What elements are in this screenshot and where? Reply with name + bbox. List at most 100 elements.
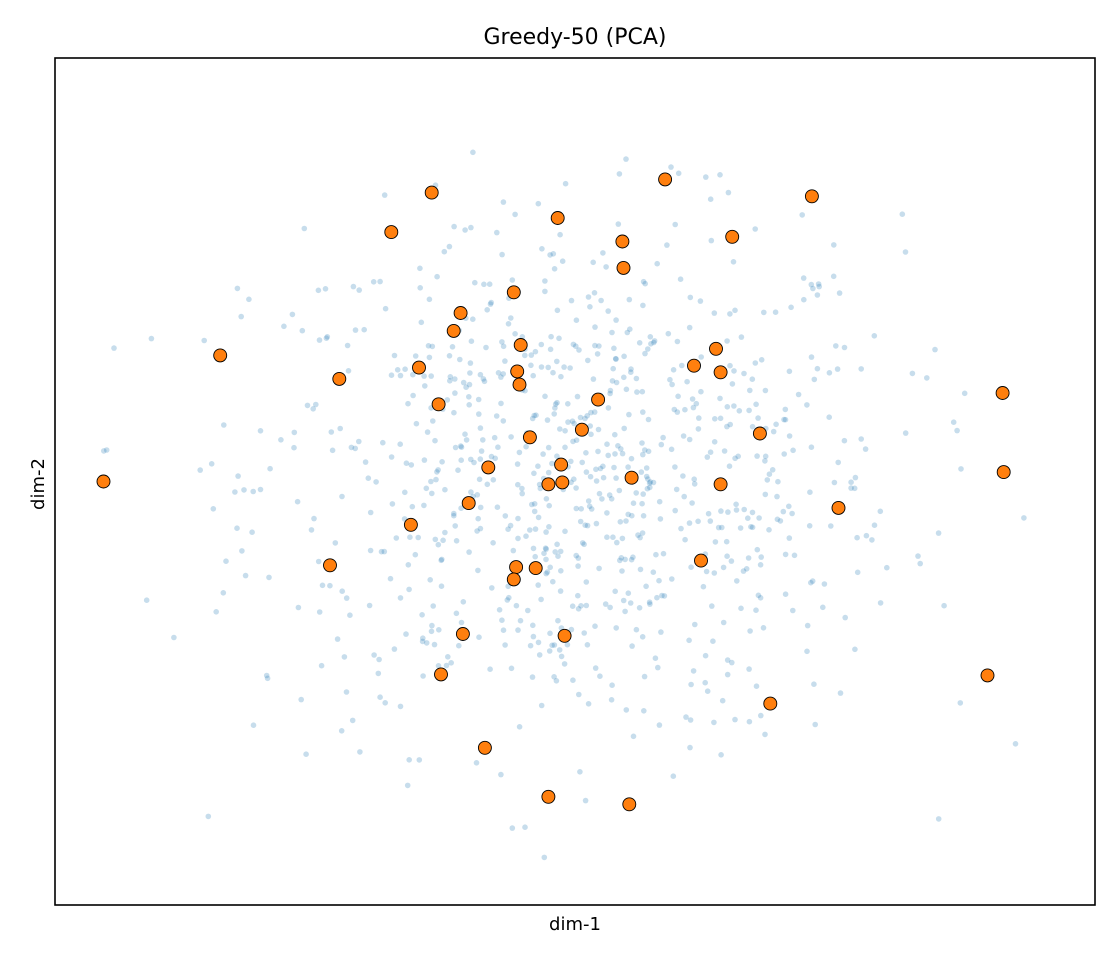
background-point: [540, 451, 546, 457]
background-point: [554, 541, 560, 548]
background-point: [695, 518, 701, 525]
background-point: [672, 464, 678, 470]
background-point: [429, 490, 435, 497]
background-point: [585, 357, 591, 364]
background-point: [732, 455, 738, 462]
background-point: [782, 551, 789, 558]
background-point: [539, 246, 545, 252]
selected-point: [541, 477, 556, 492]
background-point: [852, 646, 858, 653]
background-point: [719, 524, 725, 531]
background-point: [747, 387, 753, 394]
background-point: [758, 554, 764, 560]
background-point: [724, 404, 731, 410]
background-point: [498, 400, 504, 407]
background-point: [528, 362, 534, 369]
selected-point: [446, 323, 461, 338]
background-point: [571, 476, 577, 483]
background-point: [456, 642, 462, 649]
background-point: [242, 572, 249, 579]
background-point: [902, 249, 909, 255]
background-point: [762, 491, 769, 498]
background-point: [810, 285, 816, 292]
selected-point: [804, 189, 819, 204]
background-point: [621, 353, 627, 360]
background-point: [786, 503, 792, 510]
background-point: [508, 315, 514, 321]
background-point: [208, 461, 215, 467]
background-point: [525, 607, 531, 614]
background-point: [250, 488, 256, 495]
selected-point: [615, 234, 630, 249]
background-point: [530, 622, 536, 629]
background-point: [522, 824, 528, 830]
background-point: [682, 536, 688, 543]
background-point: [428, 478, 434, 485]
background-point: [547, 252, 553, 258]
background-point: [756, 515, 762, 521]
background-point: [620, 597, 627, 604]
background-point: [516, 724, 523, 730]
background-point: [551, 642, 558, 648]
background-point: [557, 231, 563, 238]
background-point: [647, 479, 654, 485]
background-point: [473, 760, 480, 766]
background-point: [899, 211, 906, 217]
background-point: [733, 507, 740, 513]
background-point: [616, 171, 623, 177]
selected-point: [752, 426, 767, 441]
background-point: [550, 578, 556, 585]
background-point: [201, 337, 207, 344]
background-point: [378, 548, 385, 555]
background-point: [348, 444, 355, 451]
background-point: [557, 548, 564, 555]
selected-point: [996, 465, 1011, 480]
background-point: [637, 566, 644, 573]
background-point: [602, 601, 609, 607]
background-point: [598, 297, 604, 304]
background-point: [453, 538, 460, 544]
background-point: [1012, 741, 1019, 747]
background-point: [502, 513, 509, 519]
background-point: [466, 402, 473, 408]
background-point: [656, 577, 662, 584]
background-point: [637, 534, 643, 541]
background-point: [622, 556, 628, 563]
background-point: [675, 393, 681, 400]
background-point: [741, 506, 747, 513]
x-axis-label: dim-1: [549, 914, 601, 935]
background-point: [435, 663, 442, 669]
background-point: [481, 378, 488, 385]
background-point: [612, 431, 618, 438]
selected-point: [995, 386, 1010, 400]
background-point: [494, 504, 501, 511]
background-point: [477, 456, 484, 462]
background-point: [745, 515, 751, 521]
selected-point: [622, 797, 637, 812]
selected-point: [709, 341, 723, 356]
background-point: [680, 473, 686, 479]
background-point: [432, 437, 438, 444]
background-point: [596, 490, 603, 497]
background-point: [476, 411, 482, 417]
background-point: [468, 489, 474, 495]
background-point: [639, 500, 645, 507]
selected-point: [481, 460, 496, 475]
background-point: [603, 264, 609, 270]
background-point: [234, 525, 240, 531]
background-point: [344, 342, 351, 349]
background-point: [746, 718, 753, 725]
background-point: [647, 484, 653, 491]
background-point: [509, 825, 516, 831]
background-point: [569, 603, 576, 609]
background-point: [727, 362, 733, 369]
background-point: [623, 518, 629, 524]
background-point: [417, 265, 423, 272]
selected-point: [506, 285, 521, 300]
background-point: [729, 381, 736, 387]
background-point: [316, 337, 323, 343]
background-point: [506, 594, 512, 601]
background-point: [623, 707, 630, 713]
background-point: [246, 296, 252, 303]
background-point: [814, 292, 821, 298]
